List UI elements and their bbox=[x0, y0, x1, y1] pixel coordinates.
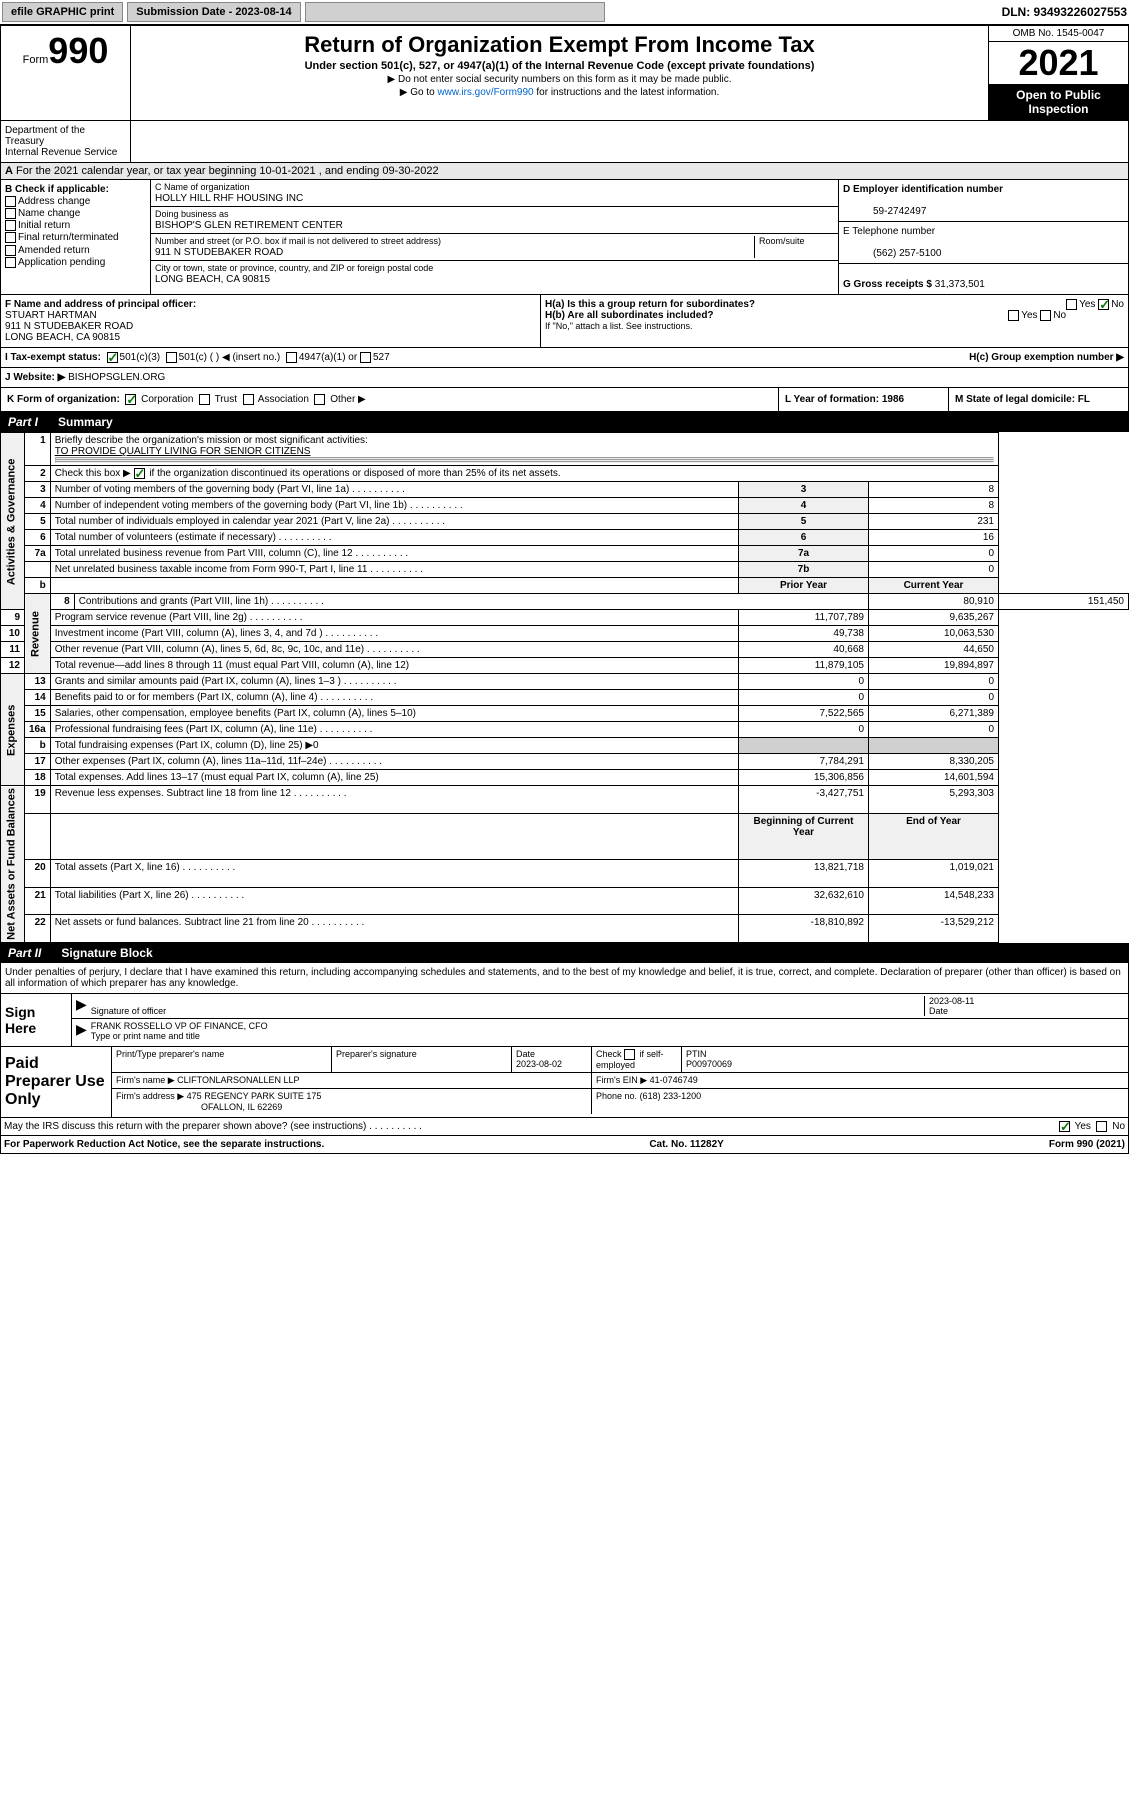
dln: DLN: 93493226027553 bbox=[1002, 5, 1127, 19]
discuss-row: May the IRS discuss this return with the… bbox=[0, 1118, 1129, 1136]
part1-header: Part I Summary bbox=[0, 412, 1129, 432]
tax-status-row: I Tax-exempt status: 501(c)(3) 501(c) ( … bbox=[0, 348, 1129, 368]
principal-row: F Name and address of principal officer:… bbox=[0, 295, 1129, 348]
year: 2021 bbox=[989, 42, 1128, 84]
form-number: 990 bbox=[48, 30, 108, 71]
topbar: efile GRAPHIC print Submission Date - 20… bbox=[0, 0, 1129, 25]
principal-officer: F Name and address of principal officer:… bbox=[1, 295, 541, 347]
sign-section: Sign Here ▶Signature of officer2023-08-1… bbox=[0, 994, 1129, 1047]
paid-preparer-label: Paid Preparer Use Only bbox=[1, 1047, 111, 1117]
subtitle3: ▶ Go to www.irs.gov/Form990 for instruct… bbox=[137, 87, 982, 98]
tax-year-row: A For the 2021 calendar year, or tax yea… bbox=[0, 163, 1129, 180]
right-column: D Employer identification number59-27424… bbox=[838, 180, 1128, 294]
form-org-row: K Form of organization: Corporation Trus… bbox=[0, 388, 1129, 412]
irs-link[interactable]: www.irs.gov/Form990 bbox=[437, 87, 533, 98]
header: Form990 Return of Organization Exempt Fr… bbox=[0, 25, 1129, 121]
efile-btn[interactable]: efile GRAPHIC print bbox=[2, 2, 123, 22]
year-box: OMB No. 1545-0047 2021 Open to Public In… bbox=[988, 26, 1128, 120]
omb: OMB No. 1545-0047 bbox=[989, 26, 1128, 42]
open-inspection: Open to Public Inspection bbox=[989, 84, 1128, 120]
summary-table: Activities & Governance 1 Briefly descri… bbox=[0, 432, 1129, 943]
group-return: H(a) Is this a group return for subordin… bbox=[541, 295, 1128, 347]
website-row: J Website: ▶ BISHOPSGLEN.ORG bbox=[0, 368, 1129, 388]
org-column: C Name of organizationHOLLY HILL RHF HOU… bbox=[151, 180, 838, 294]
vtab-revenue: Revenue bbox=[25, 594, 51, 674]
form-box: Form990 bbox=[1, 26, 131, 120]
form-label: Form bbox=[23, 54, 49, 66]
footer: For Paperwork Reduction Act Notice, see … bbox=[0, 1136, 1129, 1154]
check-column: B Check if applicable: Address change Na… bbox=[1, 180, 151, 294]
org-section: B Check if applicable: Address change Na… bbox=[0, 180, 1129, 295]
subtitle2: ▶ Do not enter social security numbers o… bbox=[137, 74, 982, 85]
dept-row: Department of the Treasury Internal Reve… bbox=[0, 121, 1129, 163]
part2-header: Part II Signature Block bbox=[0, 943, 1129, 963]
dept: Department of the Treasury Internal Reve… bbox=[1, 121, 131, 162]
title-box: Return of Organization Exempt From Incom… bbox=[131, 26, 988, 120]
vtab-netassets: Net Assets or Fund Balances bbox=[1, 786, 25, 943]
vtab-expenses: Expenses bbox=[1, 674, 25, 786]
submission-btn[interactable]: Submission Date - 2023-08-14 bbox=[127, 2, 300, 22]
sig-intro: Under penalties of perjury, I declare th… bbox=[0, 963, 1129, 994]
sign-here-label: Sign Here bbox=[1, 994, 71, 1046]
vtab-governance: Activities & Governance bbox=[1, 433, 25, 610]
subtitle1: Under section 501(c), 527, or 4947(a)(1)… bbox=[137, 60, 982, 72]
preparer-section: Paid Preparer Use Only Print/Type prepar… bbox=[0, 1047, 1129, 1118]
main-title: Return of Organization Exempt From Incom… bbox=[137, 32, 982, 58]
blank-btn bbox=[305, 2, 605, 22]
